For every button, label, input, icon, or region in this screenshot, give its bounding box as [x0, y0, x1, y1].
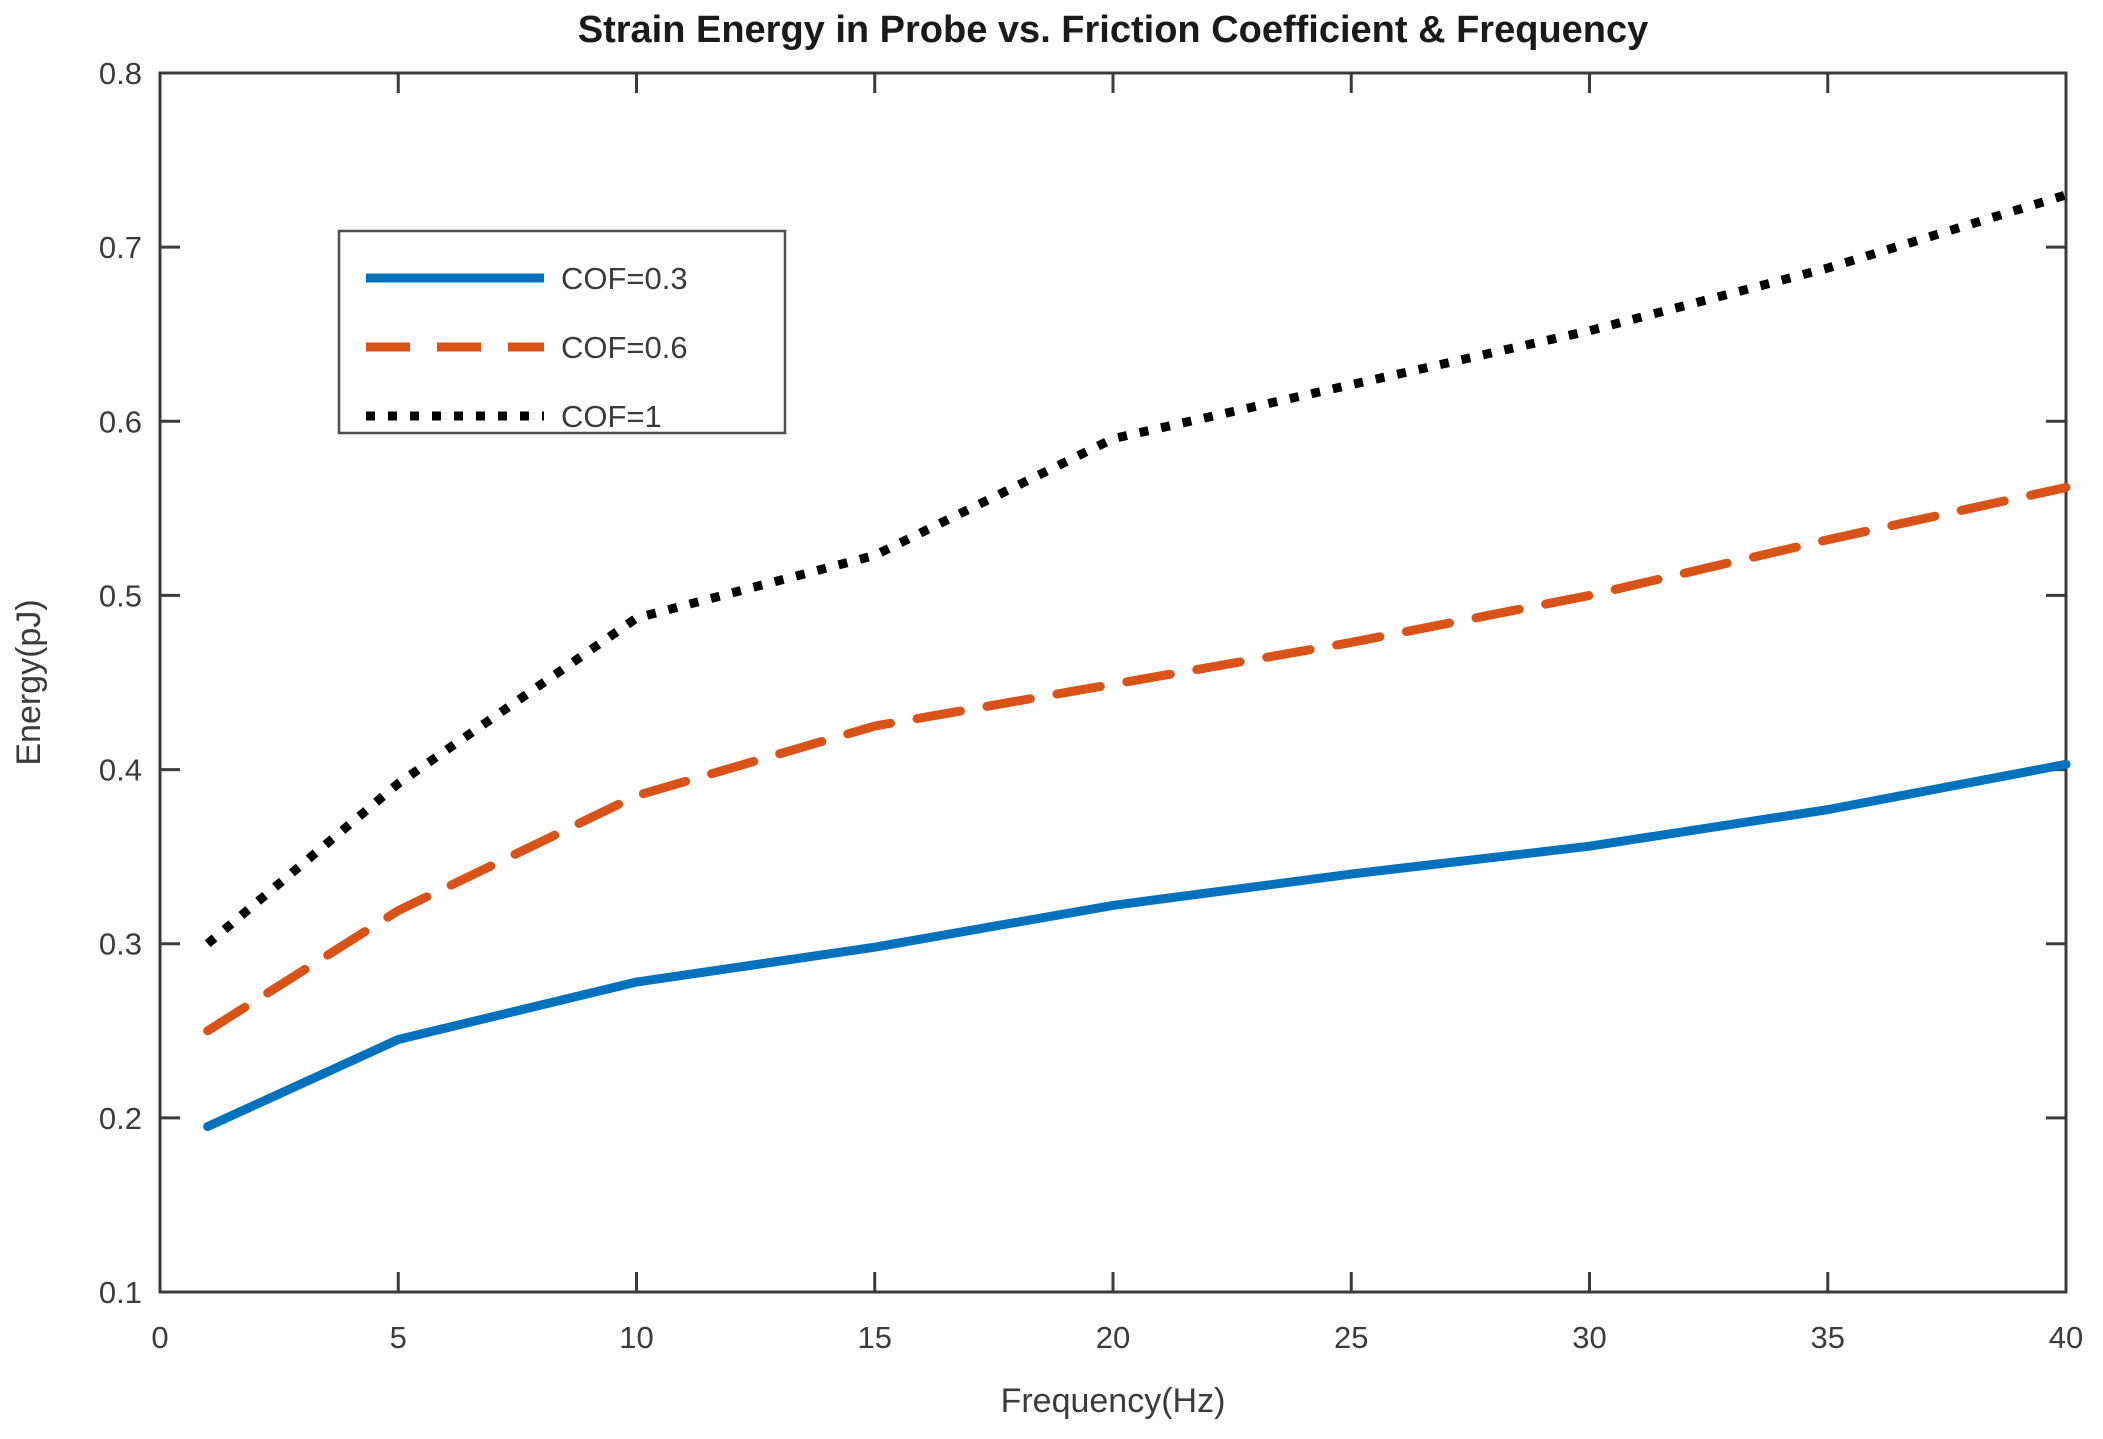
- y-tick-label: 0.2: [99, 1101, 142, 1136]
- x-tick-label: 0: [151, 1320, 168, 1355]
- x-tick-label: 15: [858, 1320, 892, 1355]
- x-tick-label: 25: [1334, 1320, 1368, 1355]
- chart-title: Strain Energy in Probe vs. Friction Coef…: [578, 9, 1649, 51]
- y-tick-label: 0.5: [99, 578, 142, 613]
- legend-label: COF=1: [561, 399, 662, 434]
- x-axis-label: Frequency(Hz): [1001, 1382, 1226, 1420]
- y-tick-label: 0.3: [99, 927, 142, 962]
- y-tick-label: 0.6: [99, 404, 142, 439]
- legend-label: COF=0.6: [561, 330, 688, 365]
- x-tick-label: 35: [1811, 1320, 1845, 1355]
- legend-label: COF=0.3: [561, 261, 688, 296]
- y-tick-label: 0.8: [99, 56, 142, 91]
- series-line-cof-0.6: [203, 482, 2071, 1036]
- x-tick-label: 10: [619, 1320, 653, 1355]
- legend-box: [337, 229, 787, 435]
- x-tick-label: 5: [390, 1320, 407, 1355]
- x-tick-label: 40: [2049, 1320, 2083, 1355]
- x-tick-label: 30: [1572, 1320, 1606, 1355]
- y-axis-label: Energy(pJ): [10, 599, 48, 765]
- y-tick-label: 0.1: [99, 1275, 142, 1310]
- series-line-cof-0.3: [203, 759, 2071, 1132]
- y-tick-label: 0.7: [99, 230, 142, 265]
- y-tick-label: 0.4: [99, 753, 142, 788]
- x-tick-label: 20: [1096, 1320, 1130, 1355]
